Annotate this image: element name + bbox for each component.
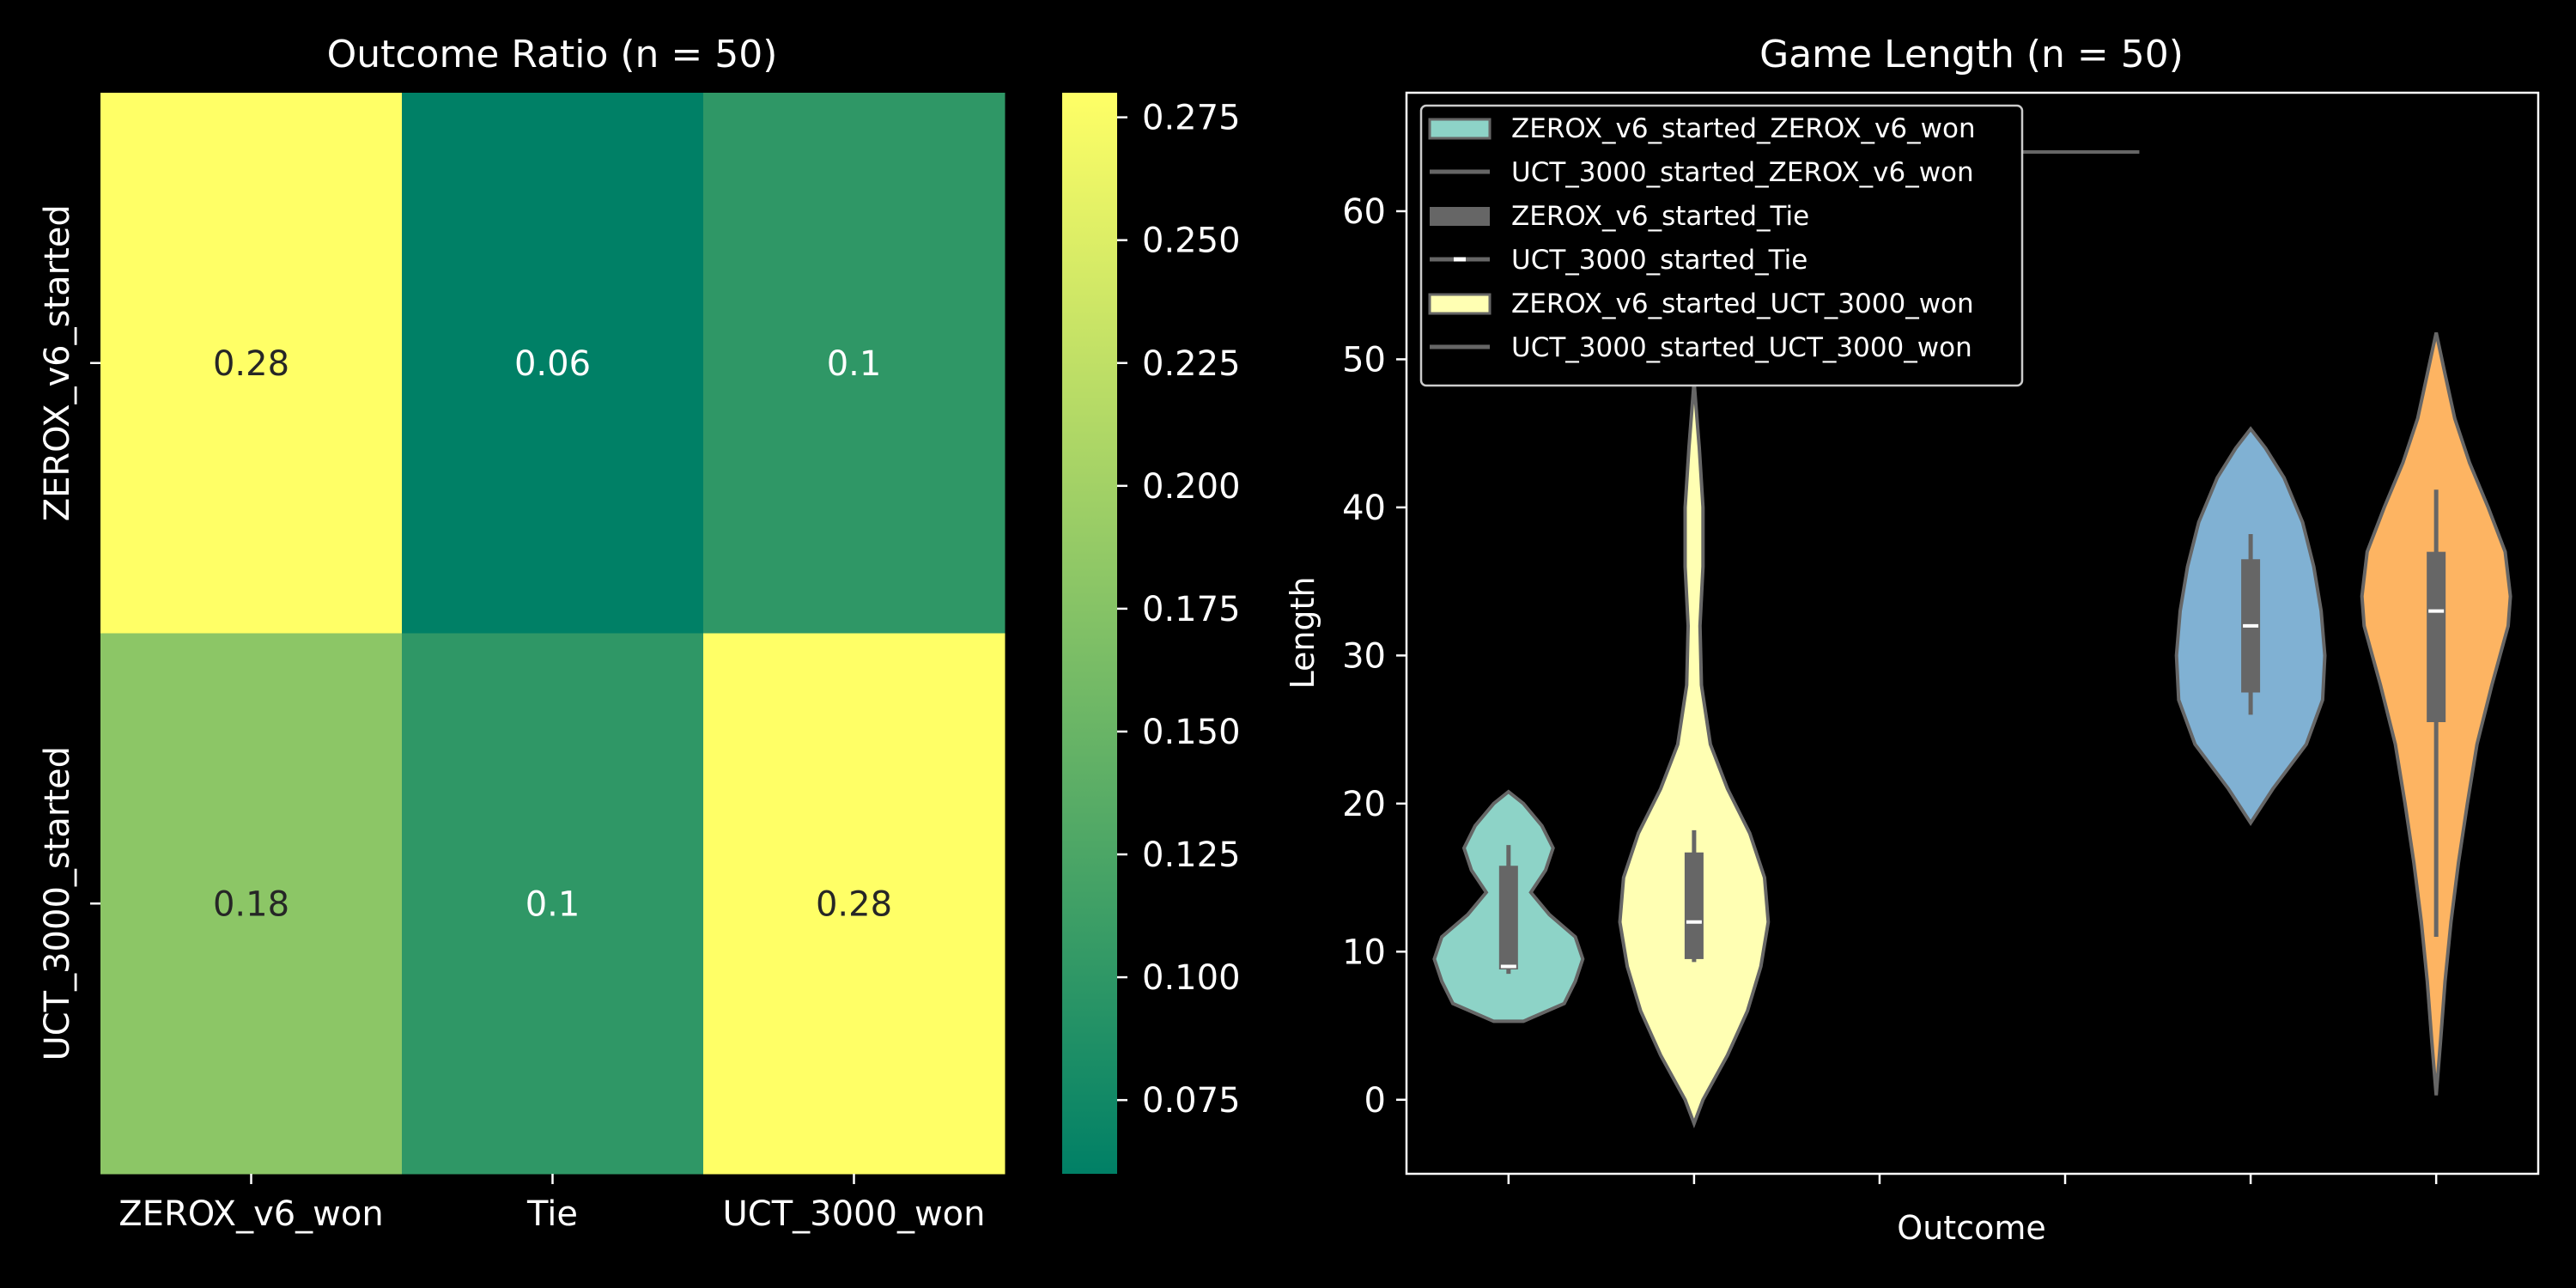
- violin-iqr-box: [2427, 551, 2446, 722]
- colorbar-tick-label: 0.175: [1142, 590, 1241, 629]
- colorbar-tick-label: 0.275: [1142, 99, 1241, 138]
- y-tick-label: 10: [1342, 933, 1386, 972]
- legend-handle: [1430, 207, 1490, 226]
- violin-body: [1618, 381, 1771, 1129]
- colorbar-tick-label: 0.125: [1142, 835, 1241, 875]
- heatmap-chart: Outcome Ratio (n = 50) 0.28 0.06 0.10.18 0.…: [38, 33, 1241, 1234]
- legend: ZEROX_v6_started_ZEROX_v6_won UCT_3000_st…: [1419, 104, 2024, 387]
- y-tick-label: 30: [1342, 636, 1386, 676]
- y-tick-label: 60: [1342, 192, 1386, 232]
- heatmap-cell: [100, 93, 403, 634]
- violin-iqr-box: [1498, 866, 1518, 969]
- y-tick-label: 0: [1364, 1081, 1386, 1121]
- y-tick-label: UCT_3000_started: [38, 746, 77, 1061]
- colorbar-ticks: 0.075 0.100 0.125 0.150 0.175 0.200 0.225 0.250…: [1117, 99, 1241, 1121]
- legend-label: UCT_3000_started_ZEROX_v6_won: [1511, 157, 1974, 188]
- violin-bodies: [1432, 149, 2512, 1129]
- y-axis-label: Length: [1284, 576, 1321, 689]
- heatmap-title: Outcome Ratio (n = 50): [327, 33, 778, 76]
- heatmap-cell: [703, 93, 1005, 634]
- colorbar-tick-label: 0.250: [1142, 222, 1241, 261]
- colorbar: [1062, 93, 1117, 1174]
- colorbar-tick-label: 0.075: [1142, 1081, 1241, 1121]
- plot-frame: [1405, 91, 2540, 1176]
- legend-frame: [1419, 104, 2024, 387]
- cell-value-label: 0.28: [213, 344, 289, 384]
- heatmap-cell: [402, 633, 704, 1175]
- x-tick-label: Tie: [526, 1194, 578, 1234]
- cell-value-label: 0.1: [526, 884, 580, 924]
- heatmap-cell: [703, 633, 1005, 1175]
- colorbar-tick-label: 0.100: [1142, 958, 1241, 998]
- cell-value-label: 0.28: [816, 884, 892, 924]
- colorbar-tick-label: 0.200: [1142, 467, 1241, 507]
- colorbar-tick-label: 0.150: [1142, 713, 1241, 752]
- heatmap-axes: ZEROX_v6_won Tie UCT_3000_won ZEROX_v6_star…: [38, 204, 985, 1234]
- violin-axes: 0 10 20 30 40 50 60: [1342, 192, 2438, 1184]
- violin-title: Game Length (n = 50): [1759, 33, 2184, 76]
- x-tick-label: ZEROX_v6_won: [118, 1194, 383, 1234]
- legend-label: UCT_3000_started_UCT_3000_won: [1511, 332, 1972, 363]
- cell-value-label: 0.1: [827, 344, 882, 384]
- heatmap-cell: [100, 633, 403, 1175]
- x-tick-label: UCT_3000_won: [723, 1194, 986, 1234]
- legend-label: ZEROX_v6_started_Tie: [1511, 201, 1809, 232]
- colorbar-tick-label: 0.225: [1142, 344, 1241, 384]
- heatmap-cell: [402, 93, 704, 634]
- y-tick-label: ZEROX_v6_started: [38, 204, 77, 521]
- legend-label: UCT_3000_started_Tie: [1511, 245, 1807, 276]
- y-tick-label: 20: [1342, 785, 1386, 824]
- cell-value-label: 0.06: [514, 344, 591, 384]
- y-tick-label: 40: [1342, 489, 1386, 528]
- x-axis-label: Outcome: [1897, 1209, 2045, 1247]
- legend-label: ZEROX_v6_started_UCT_3000_won: [1511, 289, 1974, 319]
- legend-handle: [1428, 293, 1492, 315]
- violin-iqr-box: [1684, 852, 1704, 959]
- legend-label: ZEROX_v6_started_ZEROX_v6_won: [1511, 113, 1976, 144]
- y-tick-label: 50: [1342, 340, 1386, 380]
- legend-handle: [1428, 118, 1492, 140]
- heatmap-cells: 0.28 0.06 0.1 0.18 0.1 0.28: [100, 93, 1005, 1175]
- violin-chart: Game Length (n = 50) 0 10 20 30 40 50 60 Outco…: [1284, 33, 2540, 1247]
- cell-value-label: 0.18: [213, 884, 289, 924]
